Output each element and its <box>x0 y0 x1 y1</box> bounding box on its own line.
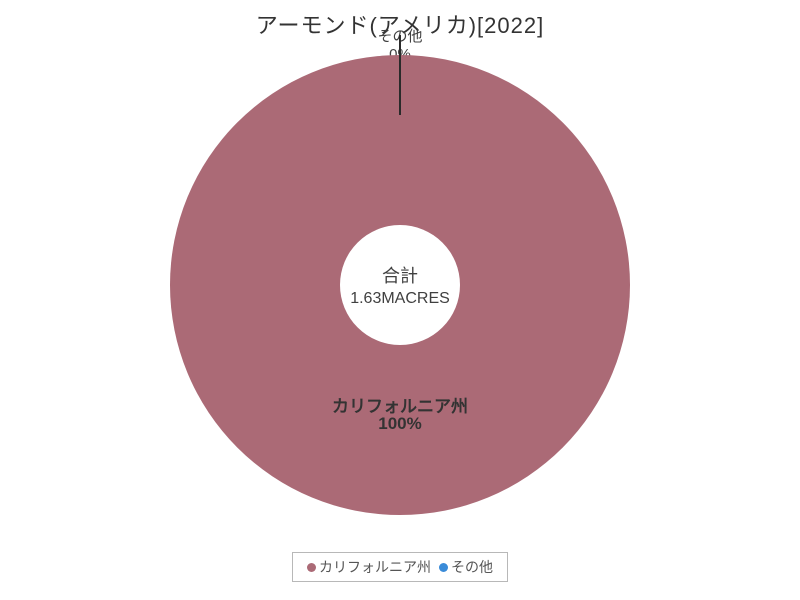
leader-line-other <box>399 35 401 57</box>
legend-item-california: カリフォルニア州 <box>307 557 431 577</box>
slice-percent-california: 100% <box>0 414 800 434</box>
donut-chart: アーモンド(アメリカ)[2022] その他 0% 合計 1.63MACRES カ… <box>0 0 800 600</box>
legend: カリフォルニア州 その他 <box>292 552 508 582</box>
slice-marker-other <box>399 55 401 115</box>
legend-swatch-other <box>439 563 448 572</box>
center-value: 1.63MACRES <box>350 290 450 308</box>
legend-swatch-california <box>307 563 316 572</box>
donut-hole: 合計 1.63MACRES <box>340 225 460 345</box>
legend-label-other: その他 <box>451 557 493 577</box>
legend-label-california: カリフォルニア州 <box>319 557 431 577</box>
legend-item-other: その他 <box>439 557 493 577</box>
center-label: 合計 <box>382 262 418 288</box>
donut: 合計 1.63MACRES <box>170 55 630 515</box>
